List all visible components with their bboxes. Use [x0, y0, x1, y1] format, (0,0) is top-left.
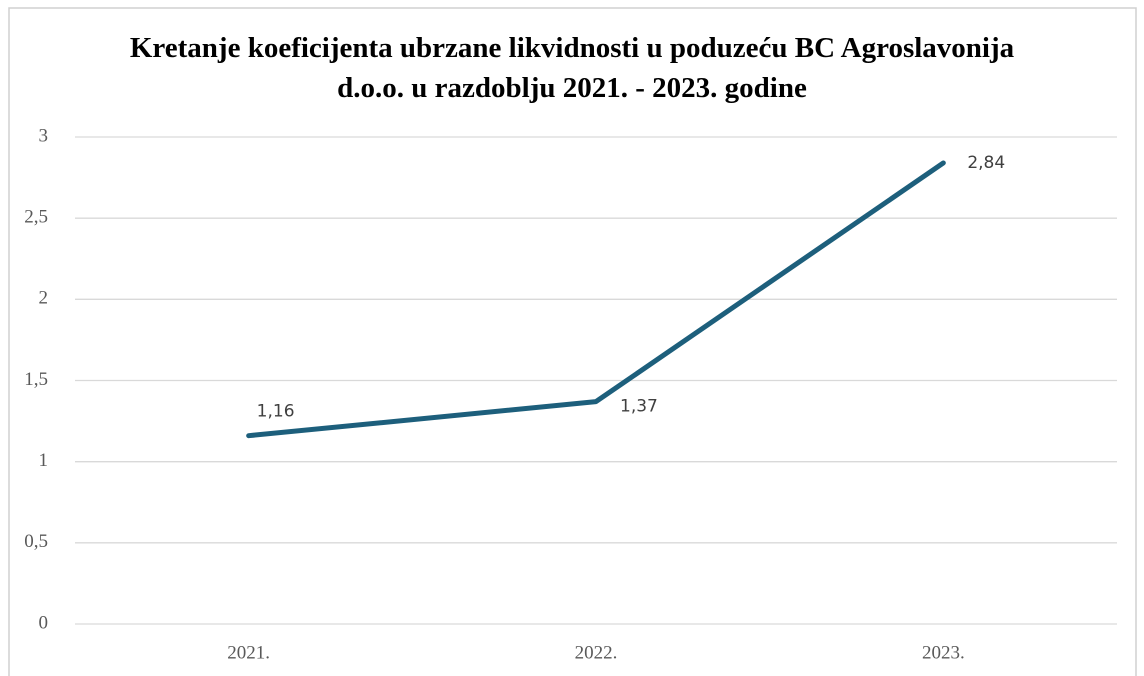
y-tick-label: 1,5	[24, 369, 48, 390]
data-label: 1,37	[620, 397, 658, 417]
y-tick-label: 3	[39, 125, 49, 146]
x-tick-label: 2022.	[575, 642, 618, 663]
y-tick-label: 0	[39, 612, 49, 633]
x-tick-label: 2021.	[227, 642, 270, 663]
y-tick-label: 2	[39, 288, 49, 309]
x-tick-label: 2023.	[922, 642, 965, 663]
chart-border	[8, 7, 1137, 676]
data-label: 1,16	[257, 402, 295, 422]
y-tick-label: 0,5	[24, 531, 48, 552]
y-tick-label: 1	[39, 450, 49, 471]
chart-title: Kretanje koeficijenta ubrzane likvidnost…	[129, 32, 1015, 104]
line	[246, 160, 946, 439]
y-tick-label: 2,5	[24, 207, 48, 228]
data-label: 2,84	[967, 153, 1005, 173]
